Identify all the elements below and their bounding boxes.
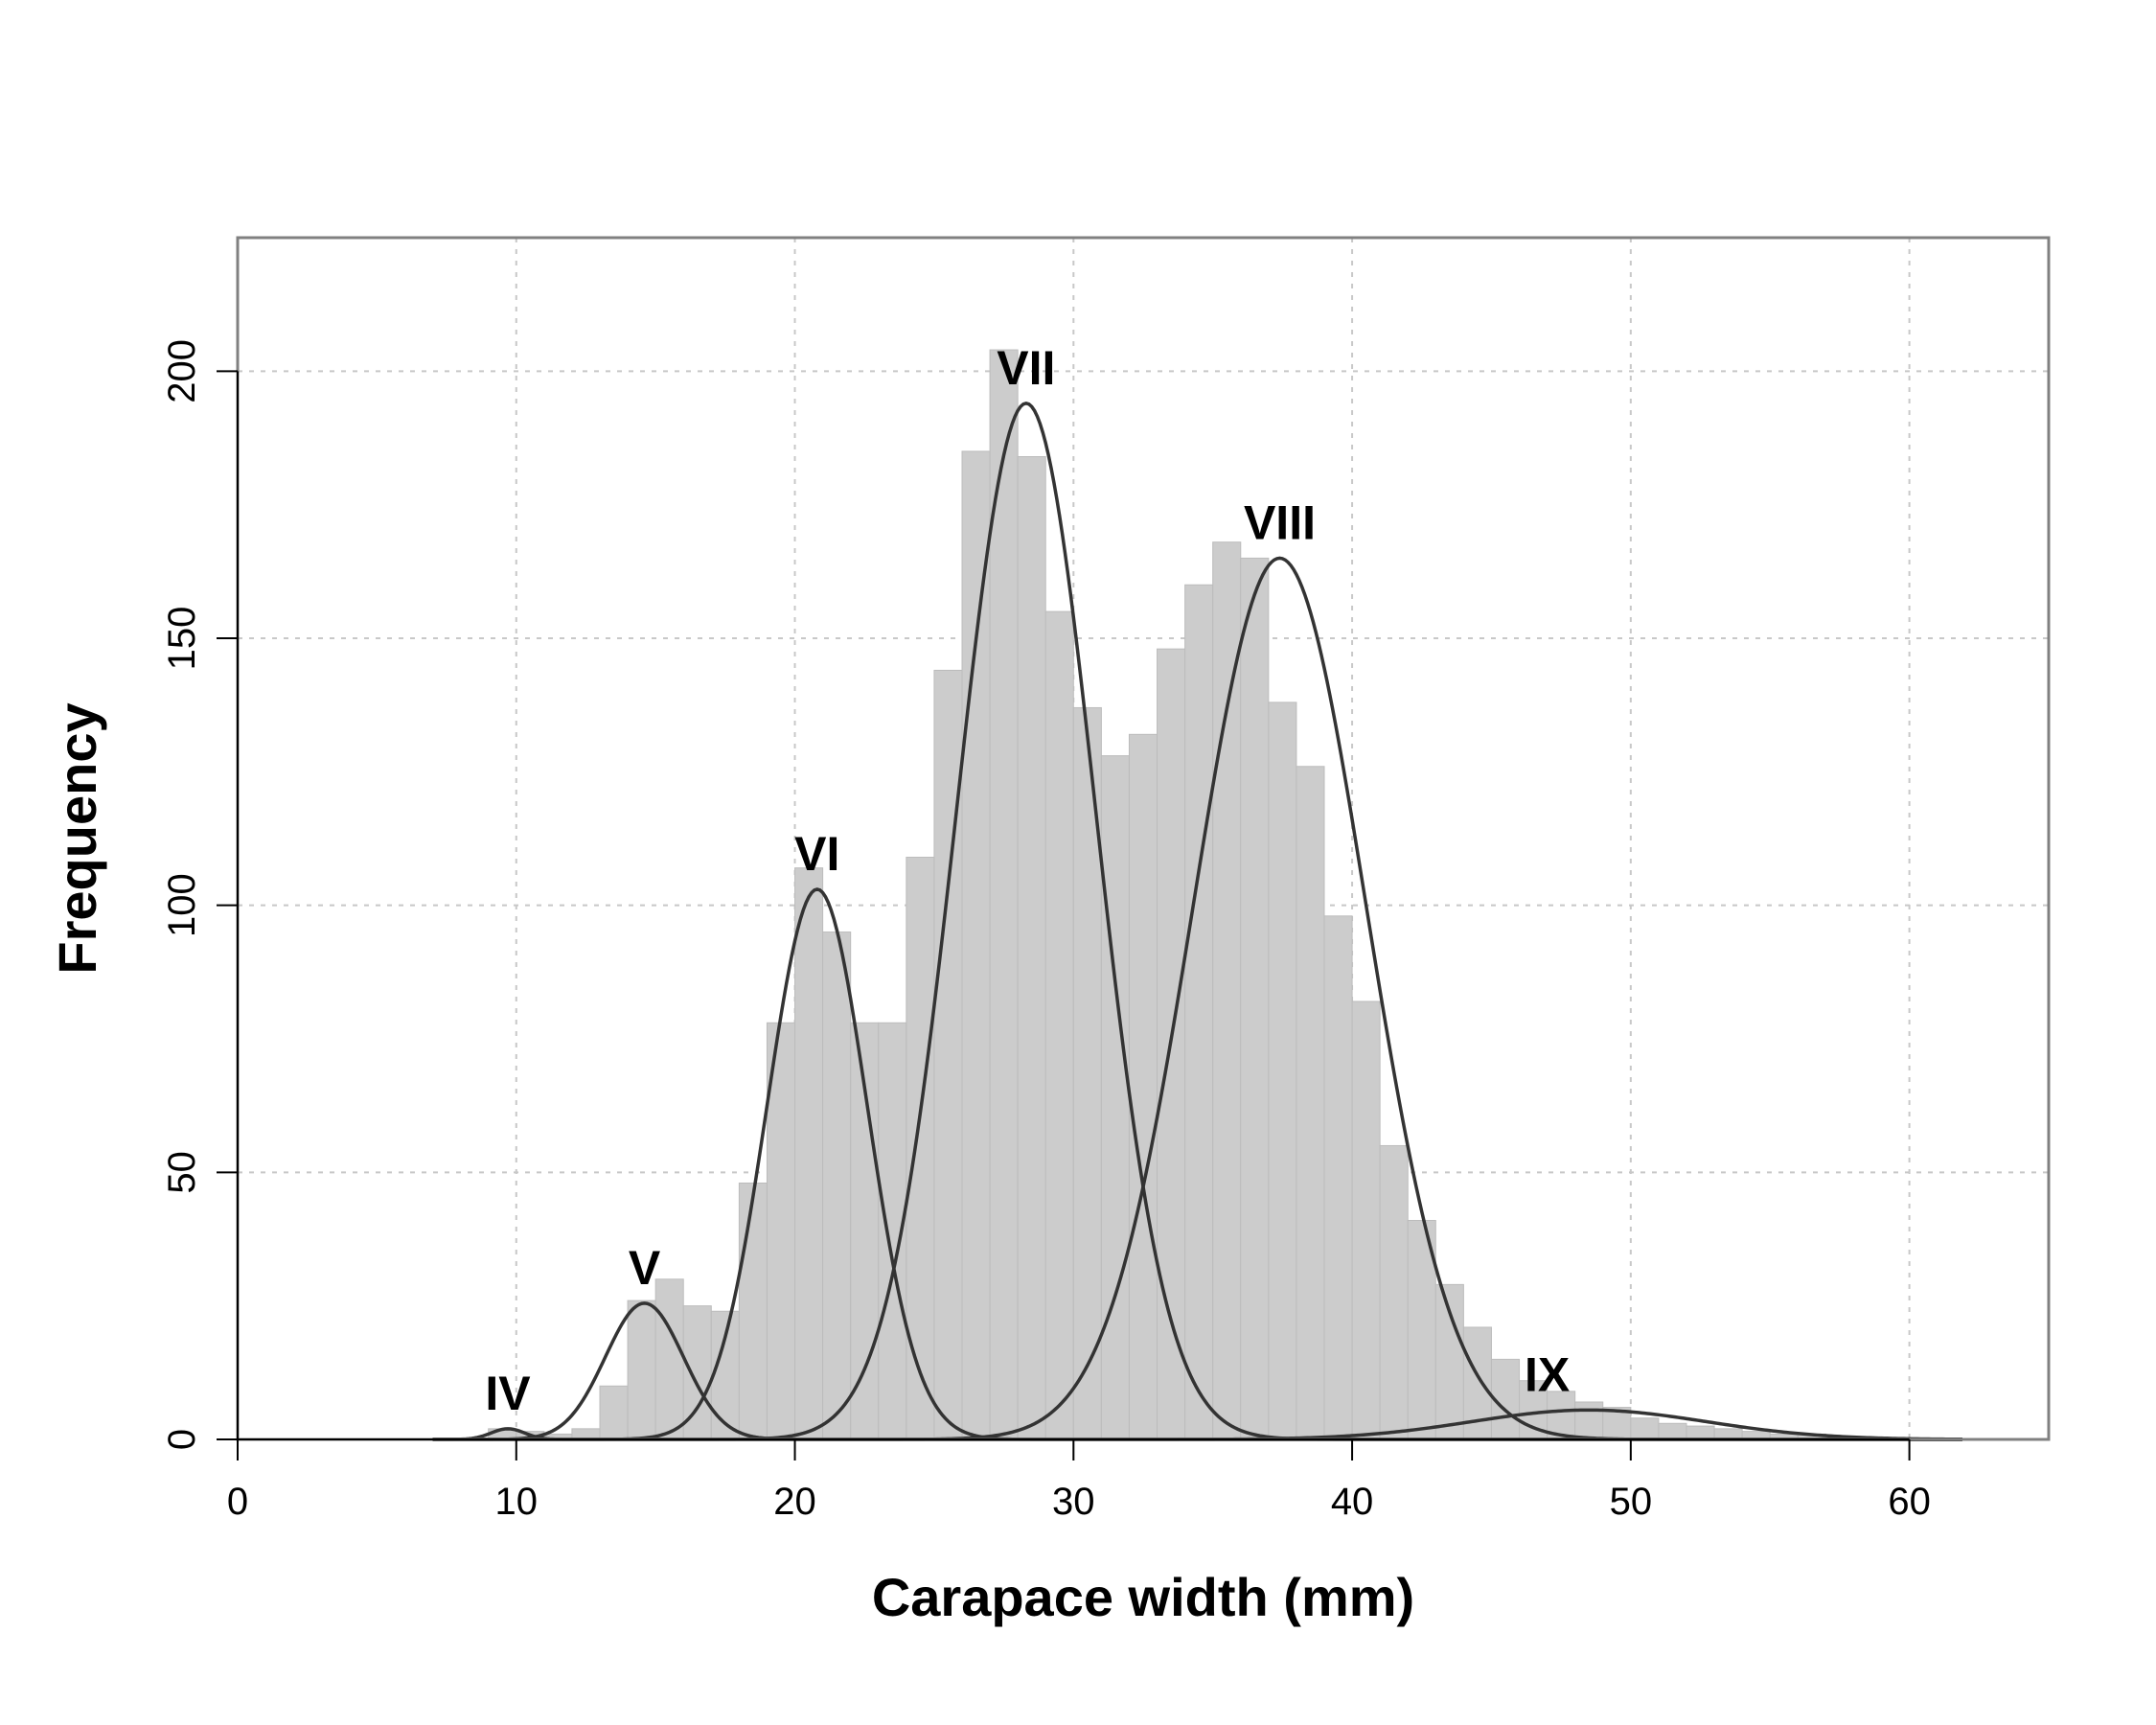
histogram-bar [599, 1385, 629, 1440]
component-label: IX [1525, 1347, 1570, 1401]
histogram-bars [488, 349, 1854, 1440]
histogram-bar [1351, 1000, 1381, 1440]
y-axis: 0 50 100 150 200 [161, 339, 239, 1450]
y-tick-label: 200 [161, 339, 203, 403]
histogram-bar [627, 1300, 656, 1440]
histogram-bar [738, 1182, 768, 1440]
x-tick-label: 30 [1052, 1481, 1095, 1523]
x-tick-label: 40 [1331, 1481, 1374, 1523]
y-tick-label: 150 [161, 607, 203, 671]
histogram-bar [1658, 1422, 1687, 1440]
grid-lines [238, 238, 2049, 1439]
histogram-bar [1128, 733, 1158, 1440]
y-tick-label: 100 [161, 873, 203, 937]
histogram-bar [794, 867, 824, 1440]
component-label: IV [485, 1367, 531, 1420]
histogram-bar [961, 450, 991, 1440]
y-tick-label: 0 [161, 1429, 203, 1450]
histogram-bar [1212, 541, 1242, 1440]
x-tick-label: 10 [495, 1481, 539, 1523]
histogram-bar [822, 932, 852, 1440]
x-tick-label: 50 [1610, 1481, 1653, 1523]
component-label: VI [794, 827, 839, 881]
histogram-bar [1184, 584, 1214, 1440]
y-axis-title: Frequency [47, 702, 107, 974]
y-tick-label: 50 [161, 1151, 203, 1194]
component-label: VIII [1244, 495, 1316, 549]
component-labels: IV V VI VII VIII IX [485, 341, 1570, 1420]
histogram-bar [1407, 1219, 1436, 1440]
histogram-bar [1379, 1144, 1409, 1440]
x-axis-title: Carapace width (mm) [872, 1567, 1414, 1627]
histogram-bar [1240, 557, 1270, 1440]
histogram-bar [1547, 1391, 1576, 1440]
histogram-bar [1296, 766, 1325, 1440]
histogram-bar [1268, 702, 1297, 1440]
histogram-bar [766, 1022, 796, 1440]
histogram-bar [654, 1278, 684, 1440]
histogram-bar [1100, 755, 1130, 1440]
x-tick-label: 0 [227, 1481, 248, 1523]
x-tick-label: 20 [773, 1481, 816, 1523]
x-axis: 0 10 20 30 40 50 60 [227, 1438, 1931, 1523]
histogram-bar [906, 857, 935, 1440]
histogram-bar [1017, 456, 1046, 1440]
histogram-bar [1574, 1401, 1604, 1440]
histogram-bar [1044, 610, 1074, 1440]
histogram-bar [1323, 915, 1353, 1440]
component-label: V [629, 1241, 661, 1295]
histogram-bar [1630, 1417, 1660, 1440]
component-label: VII [997, 341, 1055, 395]
histogram-bar [1686, 1425, 1715, 1440]
x-tick-label: 60 [1888, 1481, 1931, 1523]
